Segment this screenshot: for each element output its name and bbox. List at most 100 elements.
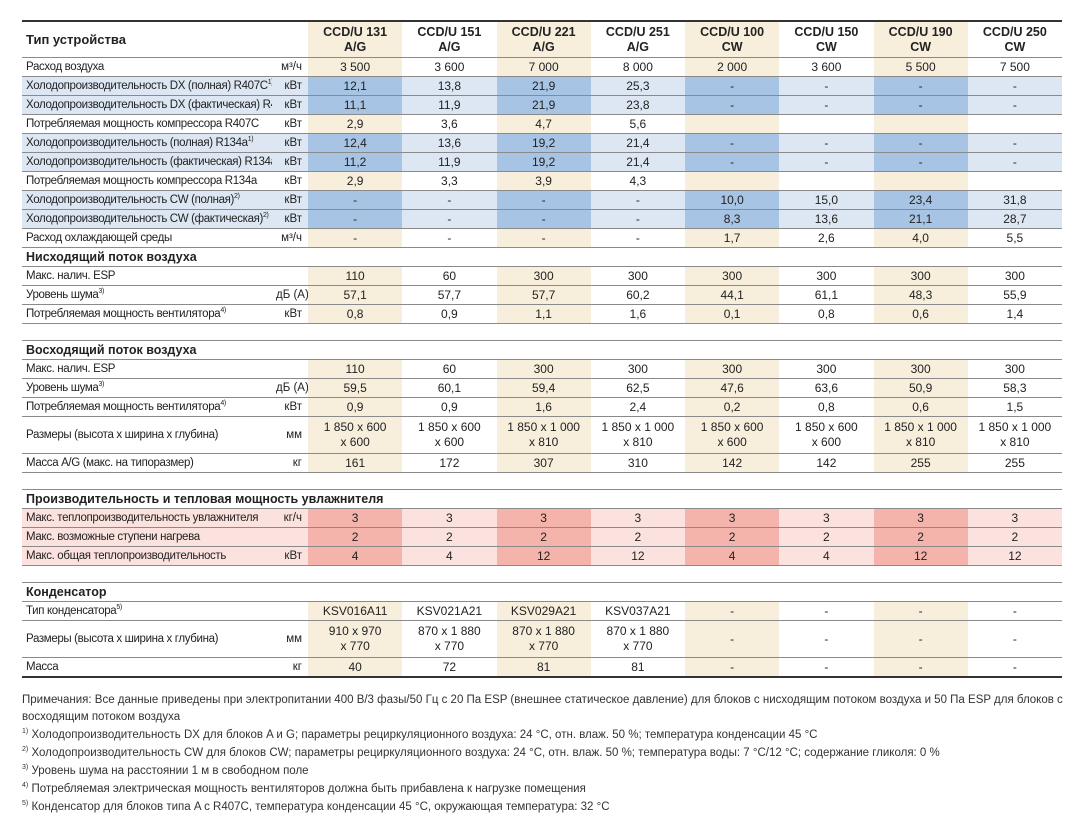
model-name: CCD/U 151 A/G	[402, 21, 497, 58]
section-title: Нисходящий поток воздуха	[22, 247, 1062, 267]
model-name: CCD/U 251 A/G	[590, 21, 685, 58]
value-cell: 1 850 x 1 000 x 810	[873, 416, 968, 454]
value-cell: -	[873, 133, 968, 153]
value-cell: 15,0	[779, 190, 874, 210]
footnote-mark: 5)	[116, 603, 122, 611]
label-text: Потребляемая мощность вентилятора	[26, 400, 221, 413]
row-label: Холодопроизводительность CW (полная)2)	[22, 190, 272, 210]
value-cell: 11,9	[402, 95, 497, 115]
value-cell: 0,8	[308, 304, 403, 324]
section-row: Конденсатор	[22, 582, 1062, 602]
footnote-mark: 4)	[220, 306, 226, 314]
label-text: Холодопроизводительность (фактическая) R…	[26, 155, 272, 168]
value-cell: 4	[779, 546, 874, 566]
value-cell: 13,8	[402, 76, 497, 96]
label-text: Холодопроизводительность CW (фактическая…	[26, 212, 263, 225]
data-row: Холодопроизводительность DX (полная) R40…	[22, 76, 1062, 96]
value-cell: -	[496, 228, 591, 248]
value-cell: 8,3	[685, 209, 780, 229]
value-cell: 1 850 x 600 x 600	[779, 416, 874, 454]
value-cell: 3,6	[402, 114, 497, 134]
unit: кВт	[272, 190, 308, 210]
value-cell: 60	[402, 266, 497, 286]
value-cell: 1,1	[496, 304, 591, 324]
value-cell: -	[590, 209, 685, 229]
value-cell	[873, 171, 968, 191]
model-name: CCD/U 131 A/G	[308, 21, 403, 58]
model-name: CCD/U 221 A/G	[496, 21, 591, 58]
unit: кВт	[272, 76, 308, 96]
data-row: Масса кг 40 72 81 81- - - -	[22, 657, 1062, 678]
data-row: Расход охлаждающей среды м³/ч - - - -1,7 2,6 4,…	[22, 228, 1062, 248]
value-cell: 11,1	[308, 95, 403, 115]
value-cell: 21,1	[873, 209, 968, 229]
data-row: Потребляемая мощность компрессора R134a к…	[22, 171, 1062, 191]
value-cell: 1,7	[685, 228, 780, 248]
value-cell: 5,5	[967, 228, 1062, 248]
value-cell: 1,4	[967, 304, 1062, 324]
note: 5) Конденсатор для блоков типа A с R407C…	[22, 799, 1067, 816]
unit: кг	[272, 453, 308, 473]
value-cell: 300	[590, 266, 685, 286]
label-text: Расход воздуха	[26, 60, 104, 73]
unit	[272, 266, 308, 286]
spacer-row	[22, 565, 1062, 583]
value-cell: 11,2	[308, 152, 403, 172]
value-cell: 10,0	[685, 190, 780, 210]
spacer	[22, 472, 1062, 490]
value-cell: -	[967, 601, 1062, 621]
spacer	[22, 323, 1062, 341]
unit	[272, 359, 308, 379]
data-row: Холодопроизводительность CW (полная)2) кВ…	[22, 190, 1062, 210]
row-label: Размеры (высота x ширина x глубина)	[22, 620, 272, 658]
value-cell	[779, 114, 874, 134]
model-name: CCD/U 100 CW	[685, 21, 780, 58]
value-cell: -	[402, 228, 497, 248]
value-cell: 870 x 1 880 x 770	[590, 620, 685, 658]
value-cell: 1 850 x 1 000 x 810	[496, 416, 591, 454]
value-cell: 23,8	[590, 95, 685, 115]
value-cell: 2 000	[685, 57, 780, 77]
value-cell: 58,3	[967, 378, 1062, 398]
value-cell: 110	[308, 266, 403, 286]
value-cell: 172	[402, 453, 497, 473]
header-unit	[272, 21, 308, 58]
value-cell: -	[402, 190, 497, 210]
value-cell: -	[496, 209, 591, 229]
value-cell: 870 x 1 880 x 770	[496, 620, 591, 658]
data-row: Холодопроизводительность (полная) R134a1…	[22, 133, 1062, 153]
data-row: Холодопроизводительность CW (фактическая…	[22, 209, 1062, 229]
row-label: Потребляемая мощность компрессора R407C	[22, 114, 272, 134]
value-cell: 310	[590, 453, 685, 473]
value-cell: 300	[685, 359, 780, 379]
value-cell: 2	[967, 527, 1062, 547]
value-cell: 57,7	[402, 285, 497, 305]
value-cell: -	[779, 76, 874, 96]
value-cell: 0,6	[873, 397, 968, 417]
value-cell: 63,6	[779, 378, 874, 398]
note-text: Конденсатор для блоков типа A с R407C, т…	[31, 801, 610, 813]
footnote-mark: 1)	[267, 78, 272, 86]
value-cell: 300	[967, 359, 1062, 379]
value-cell: 61,1	[779, 285, 874, 305]
value-cell: 11,9	[402, 152, 497, 172]
unit: кВт	[272, 209, 308, 229]
data-row: Макс. общая теплопроизводительность кВт 4 4…	[22, 546, 1062, 566]
value-cell: -	[685, 601, 780, 621]
value-cell: 59,4	[496, 378, 591, 398]
data-row: Холодопроизводительность (фактическая) R…	[22, 152, 1062, 172]
value-cell: 7 500	[967, 57, 1062, 77]
value-cell: -	[685, 152, 780, 172]
value-cell: 28,7	[967, 209, 1062, 229]
value-cell: 62,5	[590, 378, 685, 398]
section-row: Нисходящий поток воздуха	[22, 247, 1062, 267]
value-cell: 0,6	[873, 304, 968, 324]
value-cell: -	[873, 95, 968, 115]
notes: Примечания: Все данные приведены при эле…	[22, 692, 1067, 817]
value-cell: 57,1	[308, 285, 403, 305]
value-cell: 255	[967, 453, 1062, 473]
value-cell: 81	[496, 657, 591, 678]
value-cell: 0,9	[308, 397, 403, 417]
unit: кВт	[272, 95, 308, 115]
value-cell: 59,5	[308, 378, 403, 398]
